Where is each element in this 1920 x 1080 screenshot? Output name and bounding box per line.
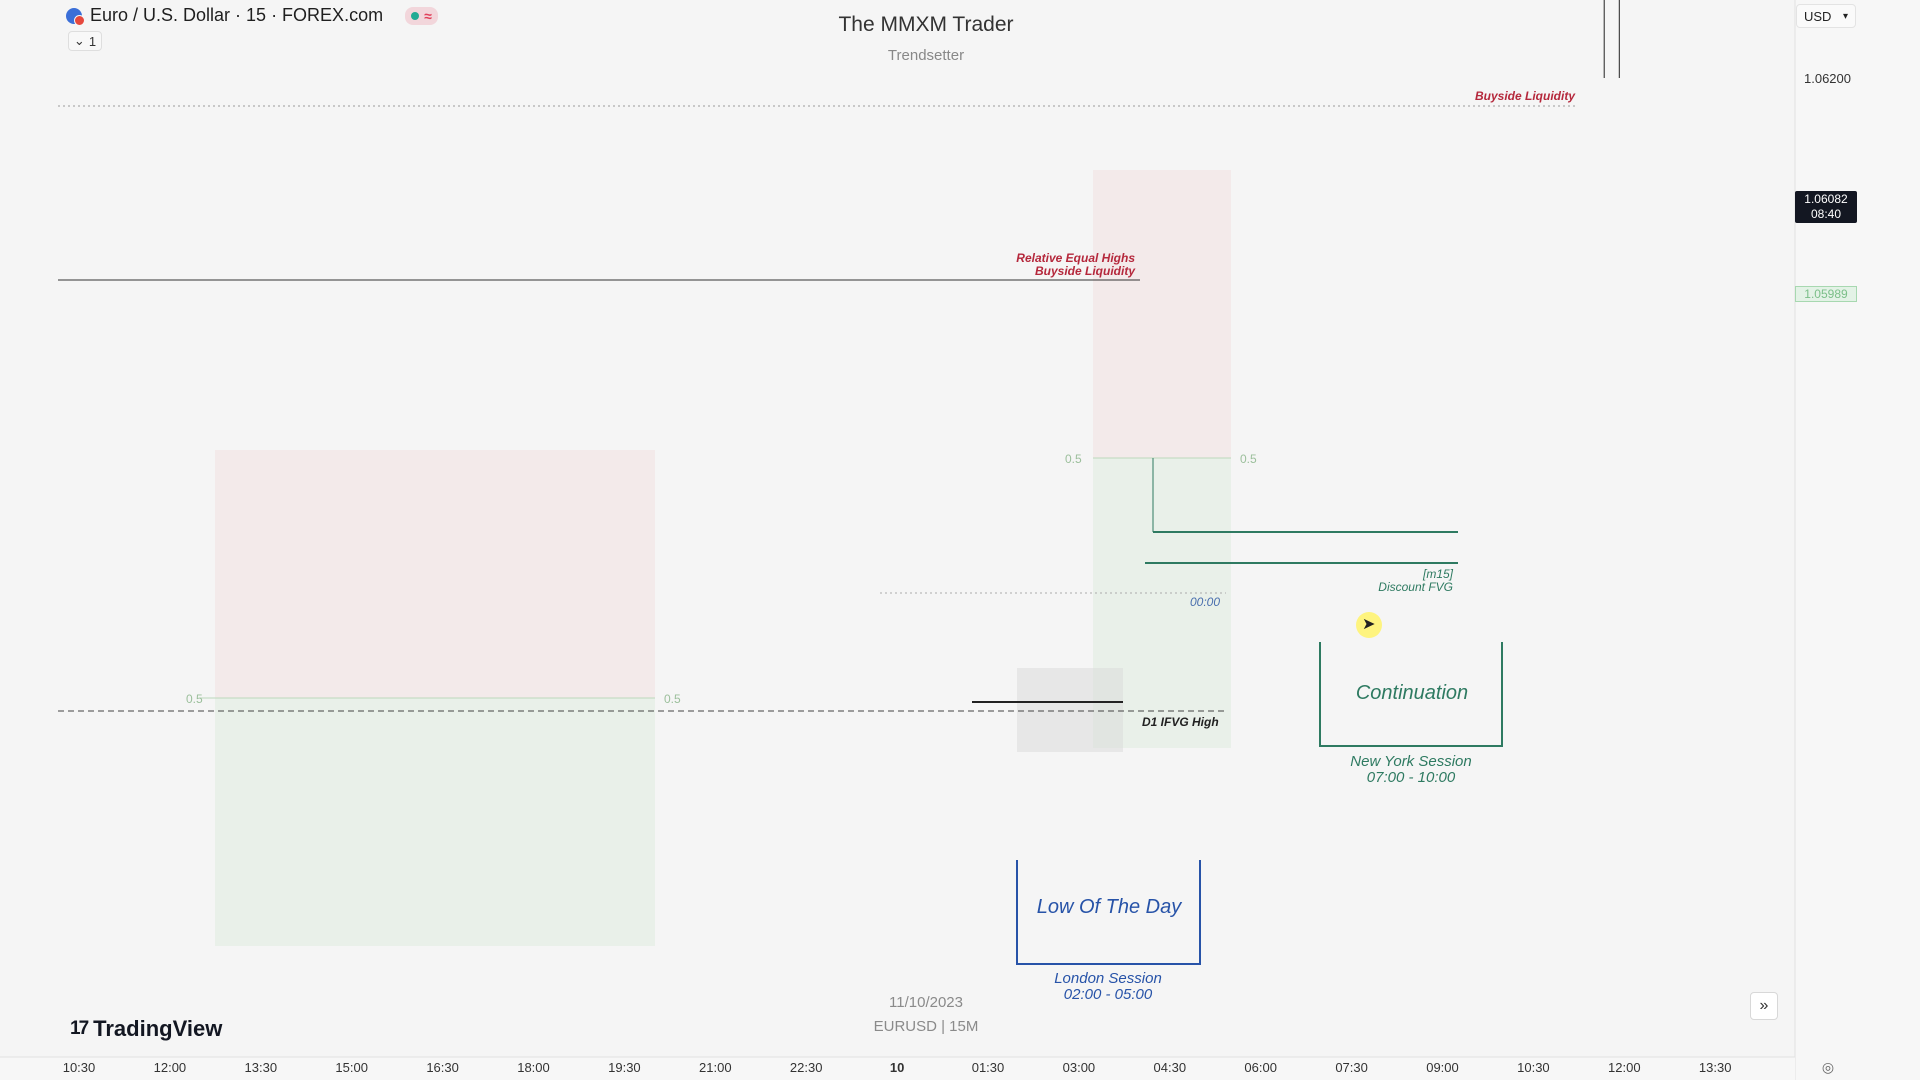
ny-session-label: New York Session [1350,753,1471,770]
euro-flag-icon [66,7,85,26]
page-subtitle: Trendsetter [887,47,965,64]
wave-icon: ≈ [424,7,432,24]
scroll-to-realtime-button[interactable]: » [1750,992,1778,1020]
secondary-price-label: 1.05989 [1795,286,1857,302]
relative-buyside-label: Buyside Liquidity [1035,264,1136,278]
last-price-label: 1.06082 08:40 [1795,191,1857,223]
low-range-box [1017,668,1123,752]
chart-pane[interactable] [0,0,1795,1057]
footer-symbol: EURUSD | 15M [873,1018,979,1035]
x-tick-label: 07:30 [1335,1060,1368,1075]
page-title: The MMXM Trader [838,13,1014,36]
x-tick-label: 21:00 [699,1060,732,1075]
x-tick-label: 10:30 [1517,1060,1550,1075]
bar-countdown: 08:40 [1810,207,1842,221]
x-tick-label: 19:30 [608,1060,641,1075]
fib-mid-label: 0.5 [186,692,203,706]
symbol-text: Euro / U.S. Dollar · 15 · FOREX.com [90,5,384,25]
chart-settings-button[interactable]: ◎ [1819,1058,1837,1076]
fvg-timeframe-label: [m15] [1422,567,1454,581]
fib-mid-label: 0.5 [664,692,681,706]
premium-zone-left [215,450,655,698]
symbol-header[interactable]: Euro / U.S. Dollar · 15 · FOREX.com ≈ [66,5,438,26]
x-tick-label: 15:00 [335,1060,368,1075]
currency-value: USD [1804,8,1832,24]
tradingview-brand: TradingView [93,1016,223,1041]
double-chevron-right-icon: » [1759,997,1769,1014]
footer-date: 11/10/2023 [889,994,963,1011]
x-tick-label: 10:30 [63,1060,96,1075]
chevron-down-icon: ⌄ [73,33,85,48]
gear-icon: ◎ [1821,1058,1835,1075]
d1-ifvg-high-label: D1 IFVG High [1142,715,1219,729]
x-tick-label: 01:30 [972,1060,1005,1075]
x-tick-label: 13:30 [1699,1060,1732,1075]
x-tick-label: 04:30 [1154,1060,1187,1075]
fib-mid-label: 0.5 [1065,452,1082,466]
fib-mid-label: 0.5 [1240,452,1257,466]
currency-select[interactable]: USD ▾ [1796,4,1856,28]
x-tick-label: 18:00 [517,1060,550,1075]
ny-session-hours: 07:00 - 10:00 [1367,769,1456,786]
price-axis[interactable] [1795,0,1920,1080]
chevron-down-icon: ▾ [1842,10,1848,22]
cursor-highlight [1356,612,1382,638]
x-tick-label: 06:00 [1244,1060,1277,1075]
london-session-box [1016,860,1201,965]
discount-fvg-label: Discount FVG [1378,580,1453,594]
x-tick-label: 13:30 [245,1060,278,1075]
indicator-count: 1 [88,33,97,49]
london-session-label: London Session [1054,970,1162,987]
market-status-badge[interactable]: ≈ [405,6,438,25]
x-tick-label: 22:30 [790,1060,823,1075]
tradingview-logo[interactable]: 17 TradingView [70,1016,222,1042]
x-tick-label: 03:00 [1063,1060,1096,1075]
tradingview-mark-icon: 17 [70,1018,89,1039]
midnight-open-label: 00:00 [1190,595,1220,609]
buyside-liquidity-label: Buyside Liquidity [1475,89,1576,103]
continuation-label: Continuation [1356,682,1468,704]
time-axis[interactable] [0,1057,1795,1080]
discount-zone-right [1093,458,1231,748]
x-tick-label: 09:00 [1426,1060,1459,1075]
market-open-dot-icon [411,11,420,20]
x-tick-label: 10 [890,1060,904,1075]
mouse-pointer-icon: ➤ [1362,616,1376,633]
low-of-the-day-label: Low Of The Day [1037,896,1183,918]
x-tick-label: 16:30 [426,1060,459,1075]
last-price-value: 1.06082 [1804,192,1848,206]
y-tick-label: 1.06200 [1804,71,1851,86]
x-tick-label: 12:00 [1608,1060,1641,1075]
relative-equal-highs-label: Relative Equal Highs [1016,251,1135,265]
x-tick-label: 12:00 [154,1060,187,1075]
indicators-collapse-button[interactable]: ⌄ 1 [68,31,102,51]
london-session-hours: 02:00 - 05:00 [1064,986,1153,1003]
discount-zone-left [215,698,655,946]
ny-session-box [1319,642,1503,747]
premium-zone-right [1093,170,1231,458]
